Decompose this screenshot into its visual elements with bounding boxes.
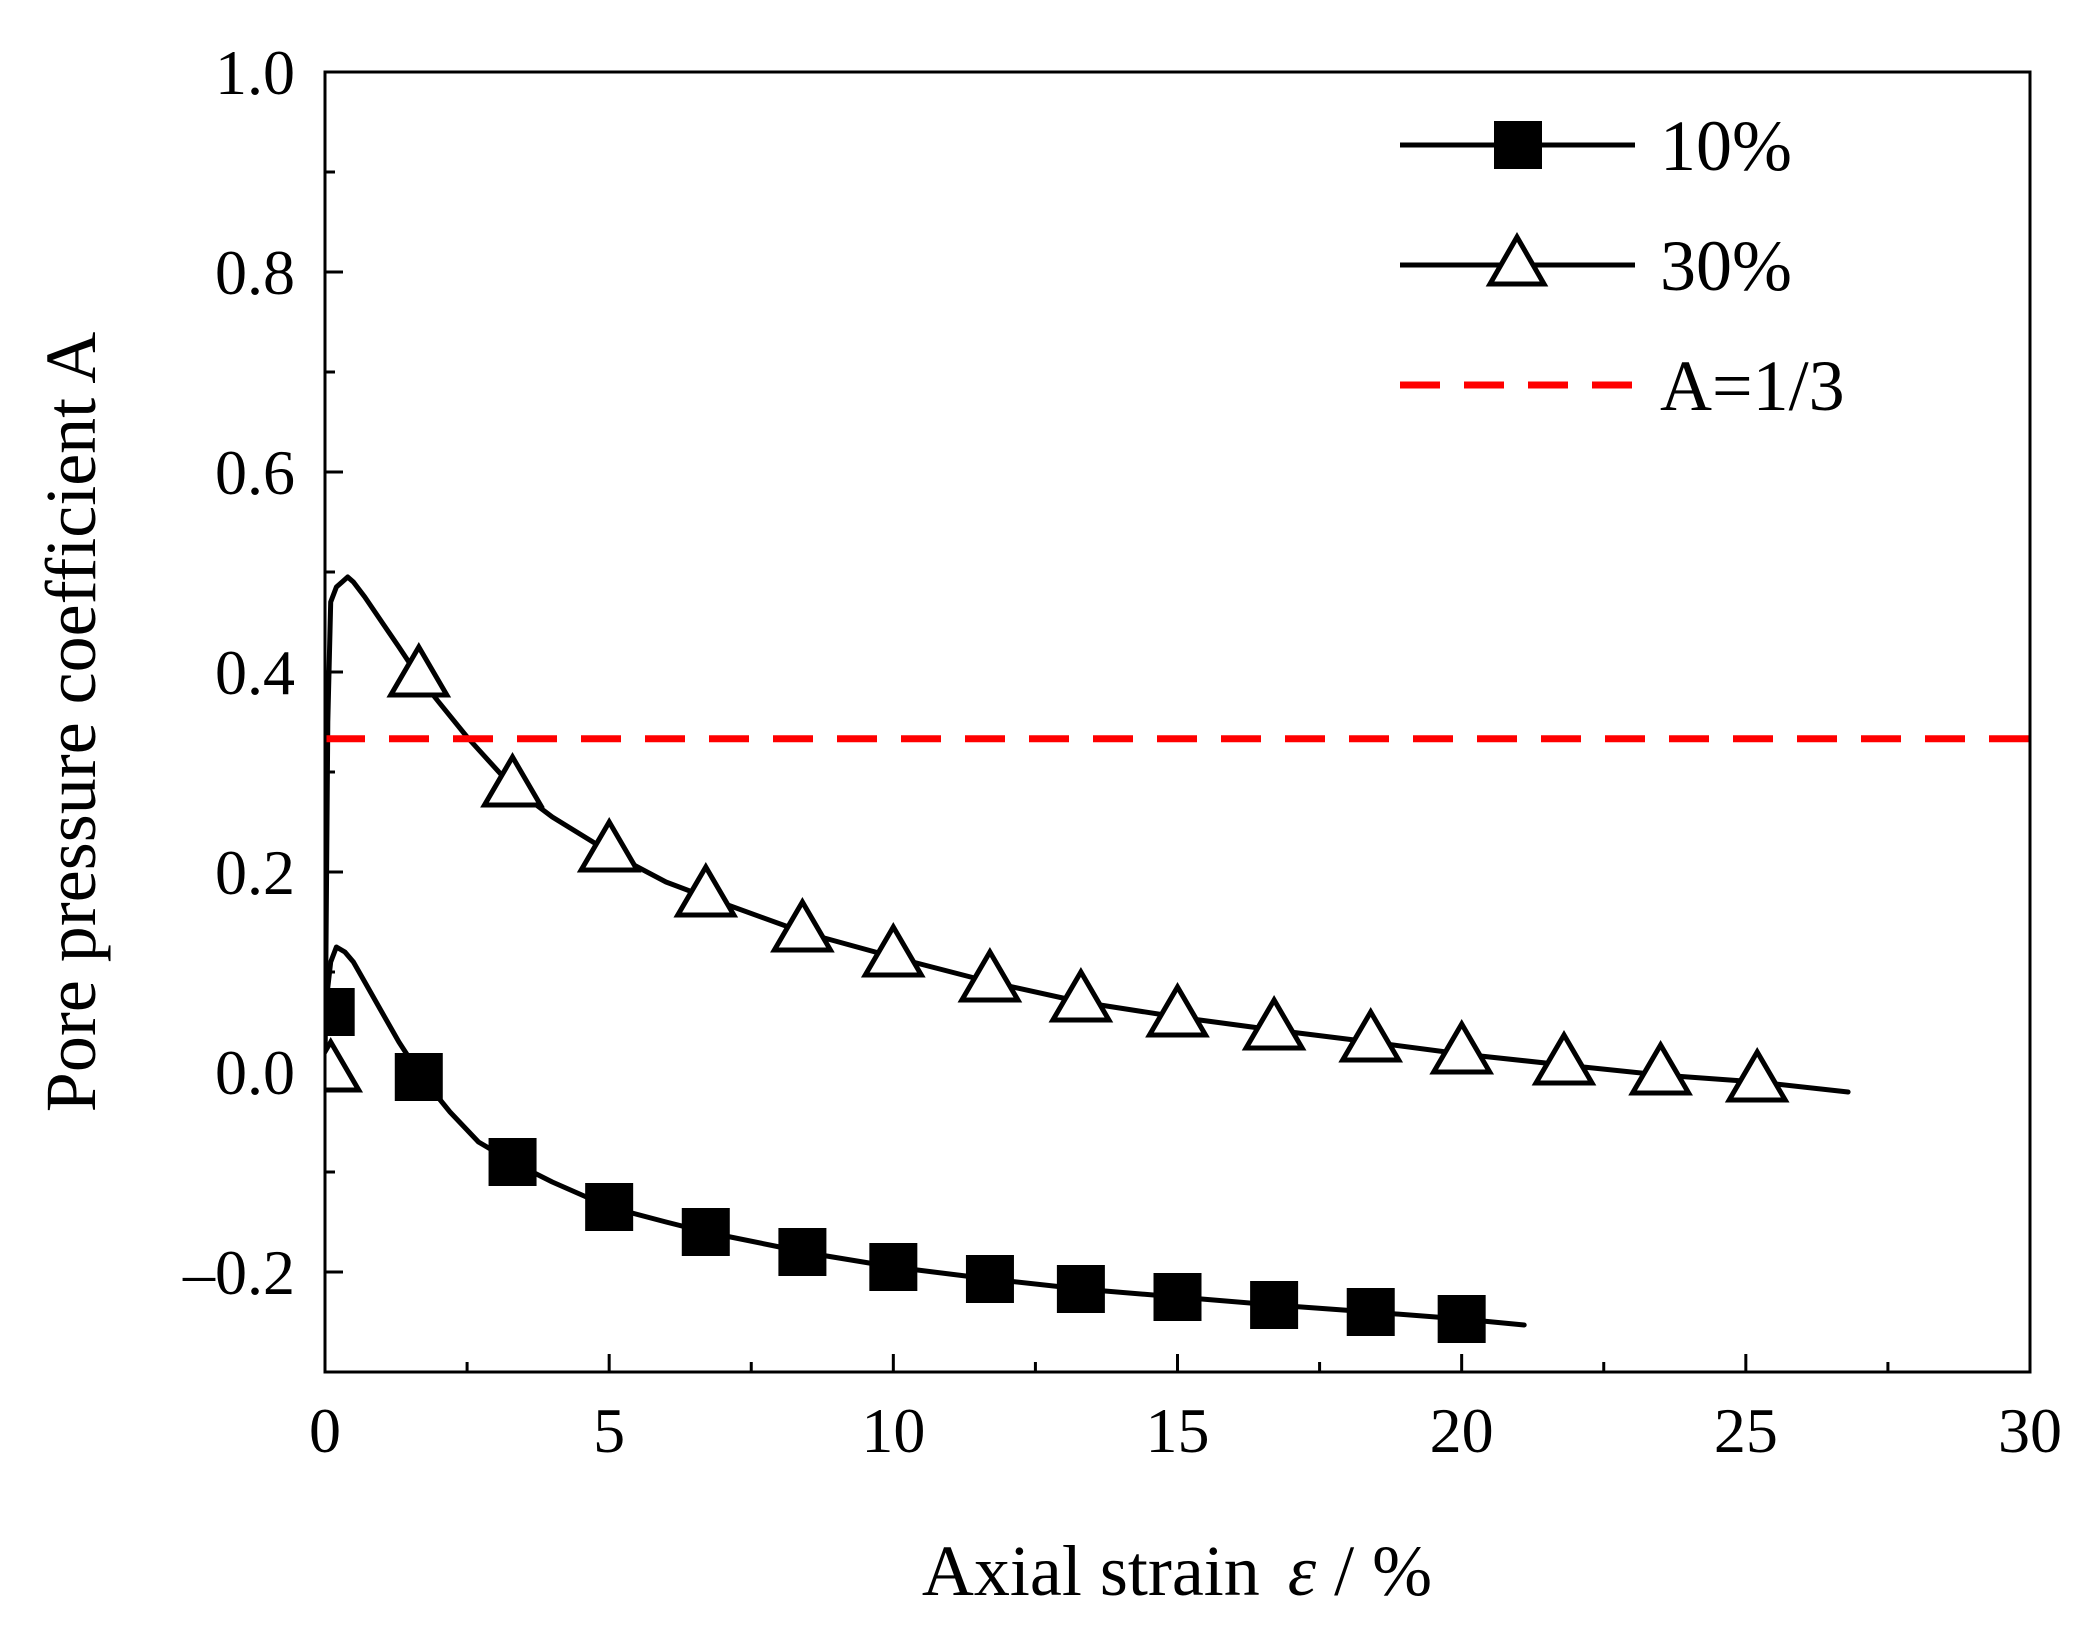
plot-area <box>325 574 2030 1343</box>
x-tick-label: 10 <box>861 1395 925 1466</box>
legend-marker-30 <box>1485 231 1549 287</box>
data-point <box>394 1053 443 1101</box>
x-axis-title-gap <box>1270 1531 1288 1611</box>
series-30% <box>325 574 1851 1103</box>
legend-label-a13: A=1/3 <box>1660 346 1845 426</box>
data-point <box>965 1255 1014 1303</box>
x-axis-title-unit: / % <box>1316 1531 1432 1611</box>
y-tick-label: 0.8 <box>215 237 295 308</box>
x-tick-label: 0 <box>309 1395 341 1466</box>
x-tick-label: 20 <box>1430 1395 1494 1466</box>
data-point <box>778 1228 827 1276</box>
y-axis-title: Pore pressure coefficient A <box>31 332 111 1112</box>
y-tick-label: 0.0 <box>215 1037 295 1108</box>
data-point <box>1056 1265 1105 1313</box>
data-point <box>1250 1281 1299 1329</box>
x-tick-label: 25 <box>1714 1395 1778 1466</box>
y-tick-label: –0.2 <box>182 1237 295 1308</box>
data-point <box>869 1243 918 1291</box>
legend-marker-10 <box>1494 121 1542 169</box>
tick-labels: 0 5 10 15 20 25 30 –0.2 0.0 0.2 0.4 0.6 0.8 1.0 <box>182 37 2062 1466</box>
y-tick-label: 1.0 <box>215 37 295 108</box>
series-line <box>325 944 1527 1328</box>
x-tick-label: 15 <box>1146 1395 1210 1466</box>
data-point <box>488 1138 537 1186</box>
data-point <box>585 1183 634 1231</box>
data-point <box>1724 1047 1790 1103</box>
x-tick-label: 5 <box>593 1395 625 1466</box>
minor-ticks <box>325 170 1890 1374</box>
data-point <box>576 817 642 873</box>
data-point <box>1531 1030 1597 1086</box>
data-point <box>480 752 545 808</box>
series-10% <box>325 944 1527 1343</box>
data-point <box>1241 995 1307 1051</box>
data-point <box>1628 1040 1693 1096</box>
data-point <box>1338 1007 1404 1063</box>
series-layer <box>325 574 2030 1343</box>
legend: 10% 30% A=1/3 <box>1400 106 1845 426</box>
y-tick-label: 0.4 <box>215 637 295 708</box>
data-point <box>681 1208 730 1256</box>
data-point <box>1346 1288 1395 1336</box>
data-point <box>325 1037 364 1093</box>
legend-label-30: 30% <box>1660 226 1792 306</box>
data-point <box>770 897 835 953</box>
data-point <box>1145 982 1210 1038</box>
data-point <box>386 642 452 698</box>
legend-label-10: 10% <box>1660 106 1792 186</box>
x-axis-title: Axial strain ε / % <box>922 1531 1432 1611</box>
data-point <box>957 947 1023 1003</box>
plot-frame <box>323 70 2032 1374</box>
y-tick-label: 0.6 <box>215 437 295 508</box>
y-tick-label: 0.2 <box>215 837 295 908</box>
data-point <box>1153 1273 1202 1321</box>
data-point <box>673 862 739 918</box>
x-axis-title-main: Axial strain <box>922 1531 1260 1611</box>
data-point <box>325 988 355 1036</box>
data-point <box>1429 1019 1495 1075</box>
x-tick-label: 30 <box>1998 1395 2062 1466</box>
x-axis-title-symbol: ε <box>1288 1531 1317 1611</box>
data-point <box>1437 1295 1486 1343</box>
data-point <box>1048 967 1114 1023</box>
data-point <box>860 922 926 978</box>
